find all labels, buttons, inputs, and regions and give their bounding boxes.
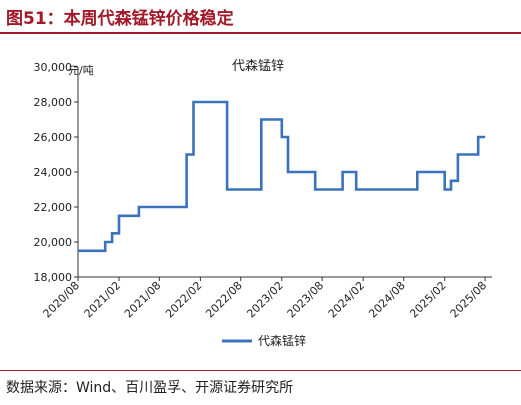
x-tick-label: 2024/08: [366, 279, 408, 321]
legend-label: 代森锰锌: [258, 333, 306, 348]
axes: [74, 66, 492, 281]
y-tick-label: 26,000: [34, 131, 73, 144]
y-tick-label: 20,000: [34, 236, 73, 249]
source-note: 数据来源：Wind、百川盈孚、开源证券研究所: [6, 380, 294, 396]
x-tick-label: 2022/02: [163, 279, 205, 321]
price-line-chart: 18,000 20,000 22,000 24,000 26,000 28,000 30,0…: [34, 59, 492, 348]
series-layer: [78, 100, 486, 253]
x-tick-label: 2023/02: [244, 279, 286, 321]
y-unit-label: 元/吨: [68, 64, 94, 77]
y-tick-label: 30,000: [34, 61, 73, 74]
x-tick-label: 2023/08: [285, 279, 327, 321]
title-rule: [0, 32, 521, 34]
x-tick-label: 2020/08: [41, 279, 83, 321]
x-tick-label: 2024/02: [326, 279, 368, 321]
y-tick-label: 22,000: [34, 201, 73, 214]
source-rule: [0, 370, 521, 371]
x-tick-label: 2025/08: [448, 279, 490, 321]
x-tick-label: 2022/08: [203, 279, 245, 321]
legend: 代森锰锌: [222, 333, 306, 348]
x-tick-label: 2021/02: [82, 279, 124, 321]
figure-title: 图51：本周代森锰锌价格稳定: [6, 9, 234, 29]
y-tick-label: 28,000: [34, 96, 73, 109]
chart-title: 代森锰锌: [232, 59, 284, 74]
y-tick-label: 24,000: [34, 166, 73, 179]
x-tick-label: 2021/08: [122, 279, 164, 321]
y-tick-label: 18,000: [34, 271, 73, 284]
series-line-mancozeb: [78, 100, 486, 253]
x-tick-label: 2025/02: [407, 279, 449, 321]
